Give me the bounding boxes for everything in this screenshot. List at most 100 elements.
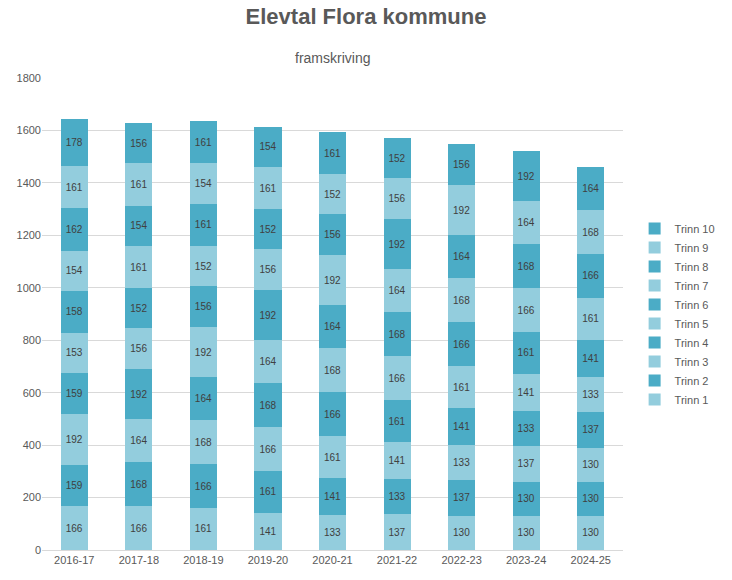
svg-text:400: 400 — [23, 439, 41, 451]
svg-text:137: 137 — [582, 424, 599, 435]
svg-text:161: 161 — [130, 262, 147, 273]
svg-text:Elevtal Flora kommune: Elevtal Flora kommune — [246, 4, 487, 29]
svg-text:156: 156 — [130, 138, 147, 149]
svg-text:159: 159 — [66, 480, 83, 491]
svg-text:Trinn 3: Trinn 3 — [675, 356, 709, 368]
svg-text:141: 141 — [259, 526, 276, 537]
svg-text:192: 192 — [388, 239, 405, 250]
svg-text:168: 168 — [518, 261, 535, 272]
svg-text:161: 161 — [453, 382, 470, 393]
svg-text:166: 166 — [66, 523, 83, 534]
svg-text:141: 141 — [324, 491, 341, 502]
svg-text:1000: 1000 — [17, 282, 41, 294]
svg-text:Trinn 1: Trinn 1 — [675, 394, 709, 406]
svg-text:framskriving: framskriving — [295, 50, 370, 66]
svg-text:166: 166 — [388, 373, 405, 384]
svg-text:192: 192 — [453, 205, 470, 216]
svg-text:1800: 1800 — [17, 72, 41, 84]
svg-text:168: 168 — [259, 400, 276, 411]
svg-text:2021-22: 2021-22 — [377, 554, 417, 566]
svg-text:168: 168 — [582, 227, 599, 238]
svg-text:161: 161 — [582, 313, 599, 324]
svg-text:2016-17: 2016-17 — [54, 554, 94, 566]
svg-text:154: 154 — [130, 220, 147, 231]
svg-text:161: 161 — [195, 219, 212, 230]
svg-text:200: 200 — [23, 491, 41, 503]
svg-text:130: 130 — [518, 527, 535, 538]
svg-text:161: 161 — [388, 416, 405, 427]
svg-text:Trinn 9: Trinn 9 — [675, 242, 709, 254]
svg-text:161: 161 — [130, 179, 147, 190]
svg-text:130: 130 — [453, 527, 470, 538]
svg-text:161: 161 — [259, 183, 276, 194]
svg-text:161: 161 — [195, 523, 212, 534]
svg-text:2023-24: 2023-24 — [506, 554, 546, 566]
svg-text:137: 137 — [388, 527, 405, 538]
svg-text:137: 137 — [453, 492, 470, 503]
svg-text:164: 164 — [195, 393, 212, 404]
svg-text:0: 0 — [35, 544, 41, 556]
svg-text:130: 130 — [582, 459, 599, 470]
svg-text:2018-19: 2018-19 — [183, 554, 223, 566]
svg-text:133: 133 — [518, 423, 535, 434]
svg-text:154: 154 — [259, 141, 276, 152]
svg-text:178: 178 — [66, 137, 83, 148]
svg-text:164: 164 — [388, 285, 405, 296]
svg-text:152: 152 — [388, 153, 405, 164]
svg-text:192: 192 — [324, 275, 341, 286]
svg-text:164: 164 — [259, 356, 276, 367]
svg-text:1600: 1600 — [17, 124, 41, 136]
svg-text:Trinn 6: Trinn 6 — [675, 299, 709, 311]
svg-text:141: 141 — [582, 353, 599, 364]
svg-text:1200: 1200 — [17, 229, 41, 241]
svg-text:192: 192 — [66, 434, 83, 445]
svg-text:Trinn 2: Trinn 2 — [675, 375, 709, 387]
svg-text:154: 154 — [195, 178, 212, 189]
svg-text:141: 141 — [388, 455, 405, 466]
svg-text:156: 156 — [130, 343, 147, 354]
svg-text:130: 130 — [582, 527, 599, 538]
svg-text:161: 161 — [66, 182, 83, 193]
svg-text:154: 154 — [66, 265, 83, 276]
svg-text:161: 161 — [259, 486, 276, 497]
svg-text:166: 166 — [195, 481, 212, 492]
svg-text:141: 141 — [518, 387, 535, 398]
svg-text:2022-23: 2022-23 — [441, 554, 481, 566]
svg-text:Trinn 8: Trinn 8 — [675, 261, 709, 273]
svg-text:161: 161 — [195, 137, 212, 148]
svg-text:133: 133 — [453, 457, 470, 468]
svg-text:152: 152 — [324, 189, 341, 200]
svg-text:161: 161 — [518, 347, 535, 358]
svg-text:162: 162 — [66, 224, 83, 235]
svg-text:133: 133 — [582, 389, 599, 400]
svg-text:800: 800 — [23, 334, 41, 346]
svg-text:166: 166 — [130, 523, 147, 534]
svg-text:166: 166 — [259, 444, 276, 455]
svg-text:Trinn 4: Trinn 4 — [675, 337, 709, 349]
svg-text:168: 168 — [388, 329, 405, 340]
svg-text:156: 156 — [324, 229, 341, 240]
svg-text:159: 159 — [66, 388, 83, 399]
svg-text:600: 600 — [23, 387, 41, 399]
svg-text:168: 168 — [453, 295, 470, 306]
svg-text:156: 156 — [453, 159, 470, 170]
svg-text:192: 192 — [518, 171, 535, 182]
svg-text:158: 158 — [66, 306, 83, 317]
svg-text:164: 164 — [324, 321, 341, 332]
svg-text:192: 192 — [259, 310, 276, 321]
svg-text:152: 152 — [195, 261, 212, 272]
svg-text:152: 152 — [130, 303, 147, 314]
svg-text:164: 164 — [582, 183, 599, 194]
svg-text:156: 156 — [259, 264, 276, 275]
svg-text:168: 168 — [324, 365, 341, 376]
svg-text:166: 166 — [453, 339, 470, 350]
svg-text:192: 192 — [130, 389, 147, 400]
svg-text:166: 166 — [582, 270, 599, 281]
svg-text:1400: 1400 — [17, 177, 41, 189]
svg-text:141: 141 — [453, 421, 470, 432]
svg-text:161: 161 — [324, 148, 341, 159]
svg-text:164: 164 — [453, 251, 470, 262]
svg-text:166: 166 — [324, 409, 341, 420]
svg-text:2020-21: 2020-21 — [312, 554, 352, 566]
svg-text:164: 164 — [130, 435, 147, 446]
